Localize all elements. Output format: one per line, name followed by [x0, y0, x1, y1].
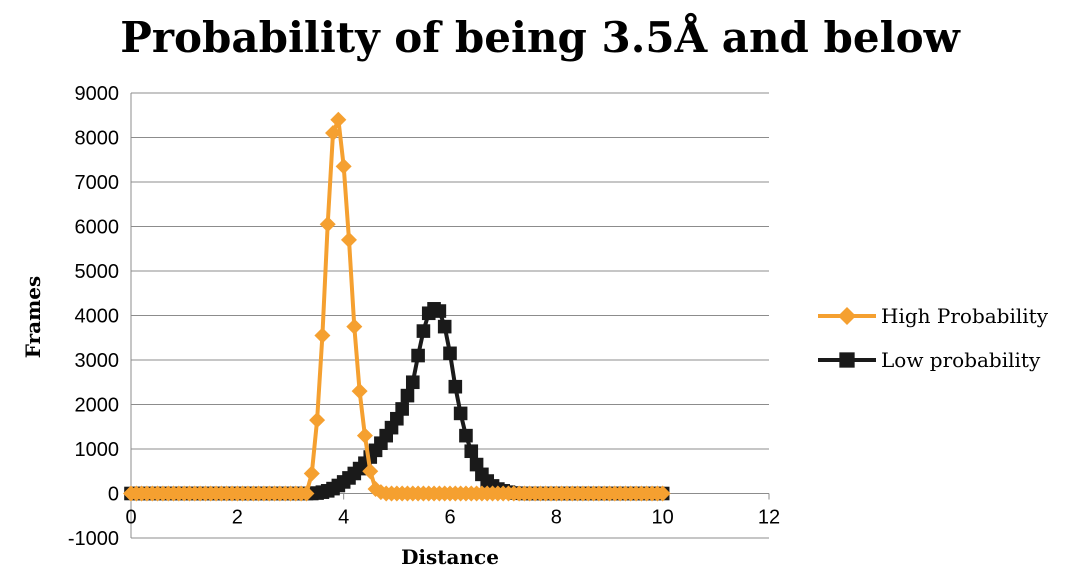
series-line [131, 306, 663, 496]
y-axis-title: Frames [21, 276, 45, 359]
data-point [448, 379, 463, 394]
data-point [400, 388, 415, 403]
y-tick-label: 8000 [75, 128, 120, 150]
series-square [124, 302, 670, 501]
data-point [654, 485, 671, 502]
y-tick-label: 6000 [75, 217, 120, 239]
y-tick-label: 0 [108, 484, 119, 506]
data-point [309, 412, 326, 429]
data-point [838, 307, 856, 325]
data-point [298, 485, 315, 502]
data-point [319, 216, 336, 233]
data-point [411, 348, 425, 363]
x-tick-label: 0 [125, 507, 136, 529]
data-point [314, 327, 331, 344]
data-point [416, 324, 431, 338]
y-tick-label: 5000 [75, 261, 120, 283]
series-diamond [123, 111, 671, 502]
data-point [443, 346, 457, 361]
data-point [432, 304, 447, 318]
y-tick-label: 3000 [75, 350, 120, 372]
y-tick-label: 7000 [75, 172, 120, 194]
legend-item: Low probability [818, 348, 1041, 372]
legend-item: High Probability [818, 304, 1049, 328]
gridlines [131, 92, 769, 539]
data-point [464, 444, 479, 459]
series-line [131, 117, 663, 496]
data-point [405, 375, 420, 390]
x-tick-label: 10 [652, 507, 674, 529]
data-point [459, 428, 473, 443]
x-tick-label: 4 [338, 507, 349, 529]
legend-label: Low probability [881, 348, 1041, 372]
data-point [362, 463, 379, 480]
y-tick-label: 1000 [75, 439, 120, 461]
data-point [346, 318, 363, 335]
legend: High Probability Low probability [818, 304, 1049, 372]
y-tick-label: 9000 [75, 83, 120, 105]
x-tick-labels: 0 2 4 6 8 10 12 [125, 507, 780, 529]
data-point [437, 319, 452, 334]
x-tick-label: 6 [444, 507, 455, 529]
data-point [340, 231, 357, 248]
data-point [356, 427, 373, 444]
x-tick-label: 12 [758, 507, 780, 529]
data-point [395, 402, 409, 416]
data-point [839, 352, 855, 368]
series [123, 111, 671, 502]
x-tick-label: 2 [232, 507, 243, 529]
y-tick-label: -1000 [68, 528, 119, 550]
y-tick-label: 2000 [75, 395, 120, 417]
x-tick-label: 8 [551, 507, 562, 529]
y-tick-labels: -1000 0 1000 2000 3000 4000 5000 6000 7000 8000 90… [68, 83, 119, 550]
data-point [303, 465, 320, 482]
data-point [335, 158, 352, 175]
legend-label: High Probability [881, 304, 1049, 328]
x-axis-title: Distance [401, 545, 499, 569]
data-point [351, 383, 368, 400]
data-point [453, 406, 468, 421]
data-point [330, 111, 347, 128]
data-point [325, 125, 342, 142]
y-tick-label: 4000 [75, 306, 120, 328]
chart-title: Probability of being 3.5Å and below [120, 12, 960, 62]
